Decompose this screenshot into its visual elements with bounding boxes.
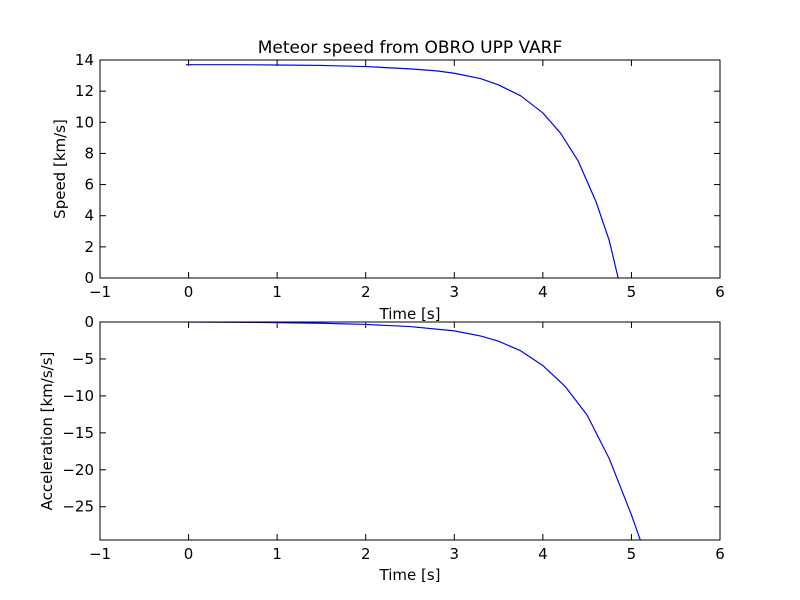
speed-y-tick-label: 4 [84,207,94,225]
acceleration-y-tick-label: −10 [62,387,94,405]
acceleration-x-tick-label: 2 [361,545,371,563]
acceleration-x-tick-label: 0 [184,545,194,563]
speed-x-tick-label: 2 [361,283,371,301]
acceleration-x-tick-label: 5 [627,545,637,563]
acceleration-series-line [188,322,641,540]
speed-subplot: Meteor speed from OBRO UPP VARF −1 0 1 2 3 4 5… [51,38,725,323]
acceleration-y-tick-label: −15 [62,424,94,442]
acceleration-plot-area: −1 0 1 2 3 4 5 60−5−10−15−20−25 [62,313,724,563]
speed-y-tick-label: 2 [84,238,94,256]
speed-chart-title: Meteor speed from OBRO UPP VARF [258,38,563,58]
speed-y-tick-label: 6 [84,176,94,194]
acceleration-x-tick-label: 4 [538,545,548,563]
speed-y-tick-label: 12 [75,82,94,100]
speed-x-tick-label: 4 [538,283,548,301]
acceleration-y-tick-label: −20 [62,461,94,479]
acceleration-x-tick-label: −1 [89,545,111,563]
speed-x-tick-label: −1 [89,283,111,301]
speed-y-axis-label: Speed [km/s] [51,119,69,219]
speed-axes-frame [99,59,721,279]
speed-x-tick-label: 0 [184,283,194,301]
acceleration-y-axis-label: Acceleration [km/s/s] [38,352,56,511]
speed-x-tick-label: 6 [715,283,725,301]
speed-x-tick-label: 5 [627,283,637,301]
speed-x-tick-label: 1 [272,283,282,301]
acceleration-y-tick-label: −5 [72,350,94,368]
speed-series-line [185,64,619,278]
acceleration-x-axis-label: Time [s] [379,566,441,584]
acceleration-x-tick-label: 6 [715,545,725,563]
speed-y-tick-label: 10 [75,113,94,131]
speed-x-axis-label: Time [s] [379,305,441,323]
speed-y-tick-label: 14 [75,51,94,69]
acceleration-x-tick-label: 1 [272,545,282,563]
acceleration-x-tick-label: 3 [450,545,460,563]
speed-y-tick-label: 8 [84,144,94,162]
acceleration-y-tick-label: −25 [62,498,94,516]
speed-x-tick-label: 3 [450,283,460,301]
acceleration-y-tick-label: 0 [84,313,94,331]
speed-y-tick-label: 0 [84,269,94,287]
acceleration-subplot: −1 0 1 2 3 4 5 60−5−10−15−20−25 Time [s] Accele… [38,313,725,584]
acceleration-axes-frame [99,321,721,541]
